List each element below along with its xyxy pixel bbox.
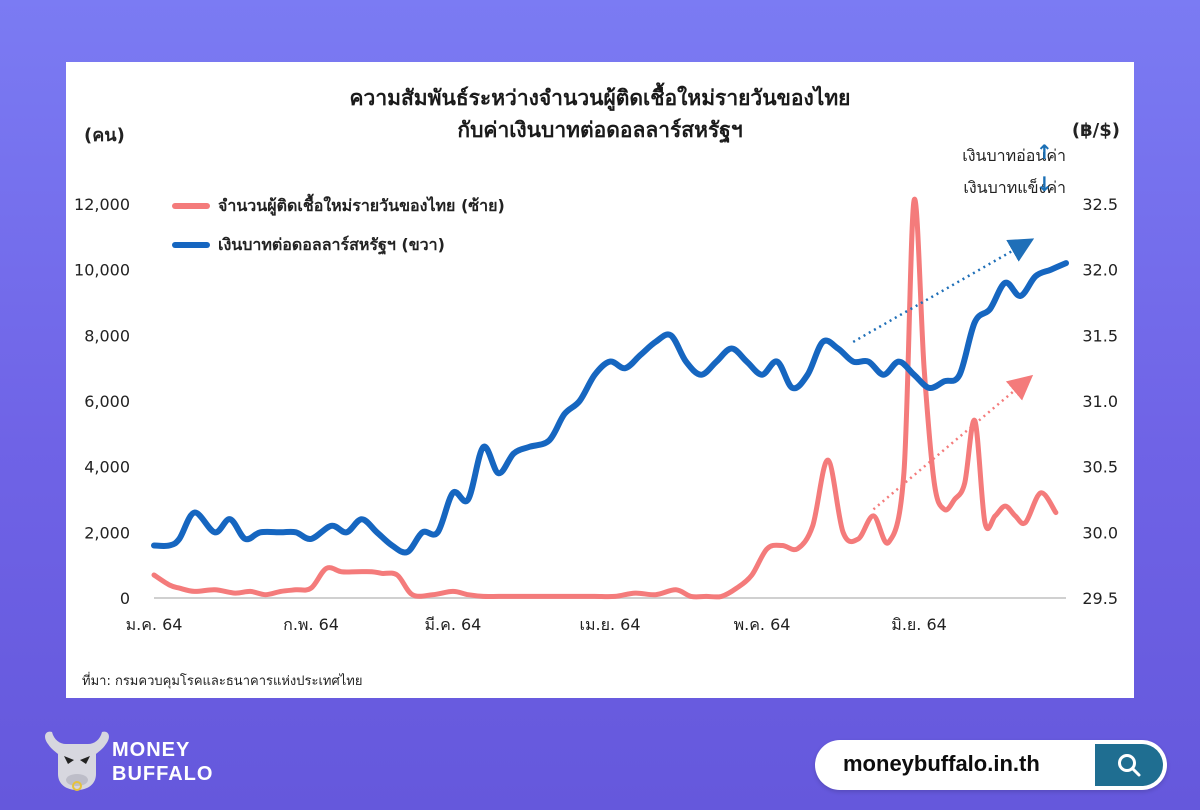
- x-tick-label: มี.ค. 64: [424, 615, 481, 634]
- right-tick-label: 29.5: [1082, 589, 1118, 608]
- left-tick-label: 4,000: [84, 458, 130, 477]
- chart-card: ความสัมพันธ์ระหว่างจำนวนผู้ติดเชื้อใหม่ร…: [66, 62, 1134, 698]
- left-tick-label: 0: [120, 589, 130, 608]
- chart-subtitle: กับค่าเงินบาทต่อดอลลาร์สหรัฐฯ: [457, 118, 743, 142]
- x-tick-label: เม.ย. 64: [579, 615, 640, 634]
- brand-name: MONEY BUFFALO: [112, 738, 213, 786]
- right-axis-unit: (฿/$): [1071, 120, 1120, 141]
- left-tick-label: 12,000: [74, 195, 130, 214]
- right-tick-label: 31.0: [1082, 392, 1118, 411]
- website-bar[interactable]: moneybuffalo.in.th: [815, 740, 1167, 790]
- legend-item-cases: จำนวนผู้ติดเชื้อใหม่รายวันของไทย (ซ้าย): [172, 194, 505, 218]
- series-line-fx: [151, 260, 1069, 556]
- legend-label-cases: จำนวนผู้ติดเชื้อใหม่รายวันของไทย (ซ้าย): [218, 195, 505, 215]
- source-note: ที่มา: กรมควบคุมโรคและธนาคารแห่งประเทศไท…: [82, 674, 363, 689]
- right-tick-label: 30.0: [1082, 523, 1118, 542]
- legend-swatch-fx: [172, 242, 210, 248]
- x-tick-label: ก.พ. 64: [283, 615, 339, 634]
- brand-line-1: MONEY: [112, 739, 191, 761]
- legend-item-fx: เงินบาทต่อดอลลาร์สหรัฐฯ (ขวา): [172, 233, 505, 257]
- left-tick-label: 8,000: [84, 326, 130, 345]
- legend-label-fx: เงินบาทต่อดอลลาร์สหรัฐฯ (ขวา): [218, 234, 445, 254]
- baht-weaken-note: เงินบาทอ่อนค่า: [962, 146, 1066, 165]
- chart-legend: จำนวนผู้ติดเชื้อใหม่รายวันของไทย (ซ้าย) …: [172, 194, 505, 272]
- legend-swatch-cases: [172, 203, 210, 209]
- right-tick-label: 30.5: [1082, 458, 1118, 477]
- right-tick-label: 32.0: [1082, 261, 1118, 280]
- search-button[interactable]: [1095, 744, 1163, 786]
- left-tick-label: 6,000: [84, 392, 130, 411]
- left-axis-unit: (คน): [84, 125, 125, 146]
- right-tick-label: 31.5: [1082, 326, 1118, 345]
- arrow-down-icon: ↓: [1036, 172, 1053, 196]
- baht-strengthen-note: เงินบาทแข็งค่า: [963, 178, 1066, 197]
- buffalo-logo-icon: [45, 731, 109, 791]
- left-tick-label: 10,000: [74, 261, 130, 280]
- line-chart: 0 2,000 4,000 6,000 8,000 10,000 12,000 29.5 30.…: [74, 195, 1118, 634]
- left-tick-label: 2,000: [84, 523, 130, 542]
- brand-line-2: BUFFALO: [112, 763, 214, 785]
- x-tick-label: ม.ค. 64: [126, 615, 183, 634]
- right-tick-label: 32.5: [1082, 195, 1118, 214]
- search-icon: [1118, 754, 1141, 777]
- chart-title: ความสัมพันธ์ระหว่างจำนวนผู้ติดเชื้อใหม่ร…: [349, 86, 851, 110]
- x-tick-label: พ.ค. 64: [734, 615, 791, 634]
- website-url[interactable]: moneybuffalo.in.th: [843, 751, 1040, 776]
- trend-arrow: [872, 374, 1034, 511]
- arrow-up-icon: ↑: [1036, 140, 1053, 164]
- series-line-cases: [151, 196, 1059, 600]
- x-tick-label: มิ.ย. 64: [891, 615, 947, 634]
